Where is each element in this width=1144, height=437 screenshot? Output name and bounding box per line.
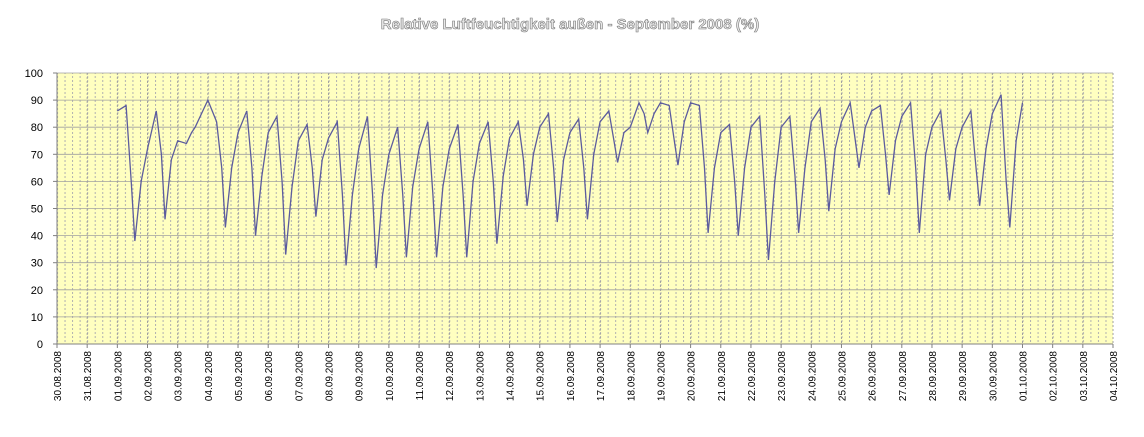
x-tick-label: 06.09.2008 xyxy=(264,351,275,401)
y-tick-label: 60 xyxy=(31,176,43,188)
x-tick-label: 03.10.2008 xyxy=(1079,351,1090,401)
x-tick-label: 30.09.2008 xyxy=(988,351,999,401)
y-tick-label: 20 xyxy=(31,285,43,297)
y-tick-label: 70 xyxy=(31,149,43,161)
x-tick-label: 20.09.2008 xyxy=(687,351,698,401)
x-tick-label: 05.09.2008 xyxy=(234,351,245,401)
data-line xyxy=(117,94,1024,269)
x-tick-label: 31.08.2008 xyxy=(83,351,94,401)
x-tick-label: 22.09.2008 xyxy=(747,351,758,401)
x-tick-label: 19.09.2008 xyxy=(656,351,667,401)
x-tick-label: 17.09.2008 xyxy=(596,351,607,401)
x-tick-label: 27.09.2008 xyxy=(898,351,909,401)
x-tick-label: 11.09.2008 xyxy=(415,351,426,401)
y-tick-label: 90 xyxy=(31,95,43,107)
x-tick-label: 08.09.2008 xyxy=(325,351,336,401)
x-tick-label: 04.09.2008 xyxy=(204,351,215,401)
y-tick-label: 10 xyxy=(31,312,43,324)
x-tick-label: 24.09.2008 xyxy=(807,351,818,401)
x-tick-label: 23.09.2008 xyxy=(777,351,788,401)
x-tick-label: 13.09.2008 xyxy=(475,351,486,401)
x-tick-label: 30.08.2008 xyxy=(53,351,64,401)
y-tick-label: 30 xyxy=(31,258,43,270)
x-tick-label: 09.09.2008 xyxy=(355,351,366,401)
x-tick-label: 01.10.2008 xyxy=(1018,351,1029,401)
x-tick-label: 15.09.2008 xyxy=(536,351,547,401)
x-tick-label: 28.09.2008 xyxy=(928,351,939,401)
x-tick-label: 25.09.2008 xyxy=(837,351,848,401)
x-tick-label: 03.09.2008 xyxy=(174,351,185,401)
y-tick-label: 80 xyxy=(31,122,43,134)
x-tick-label: 18.09.2008 xyxy=(626,351,637,401)
x-tick-label: 21.09.2008 xyxy=(717,351,728,401)
x-tick-label: 10.09.2008 xyxy=(385,351,396,401)
x-tick-label: 01.09.2008 xyxy=(113,351,124,401)
chart-title: Relative Luftfeuchtigkeit außen - Septem… xyxy=(381,16,759,33)
x-tick-label: 04.10.2008 xyxy=(1109,351,1120,401)
x-tick-label: 14.09.2008 xyxy=(506,351,517,401)
x-tick-label: 16.09.2008 xyxy=(566,351,577,401)
y-tick-label: 100 xyxy=(25,68,43,80)
y-tick-label: 40 xyxy=(31,231,43,243)
x-tick-label: 12.09.2008 xyxy=(445,351,456,401)
x-tick-label: 02.09.2008 xyxy=(144,351,155,401)
x-tick-label: 29.09.2008 xyxy=(958,351,969,401)
y-tick-label: 50 xyxy=(31,204,43,216)
y-tick-label: 0 xyxy=(37,339,43,351)
x-tick-label: 26.09.2008 xyxy=(868,351,879,401)
x-tick-label: 02.10.2008 xyxy=(1049,351,1060,401)
x-tick-label: 07.09.2008 xyxy=(294,351,305,401)
